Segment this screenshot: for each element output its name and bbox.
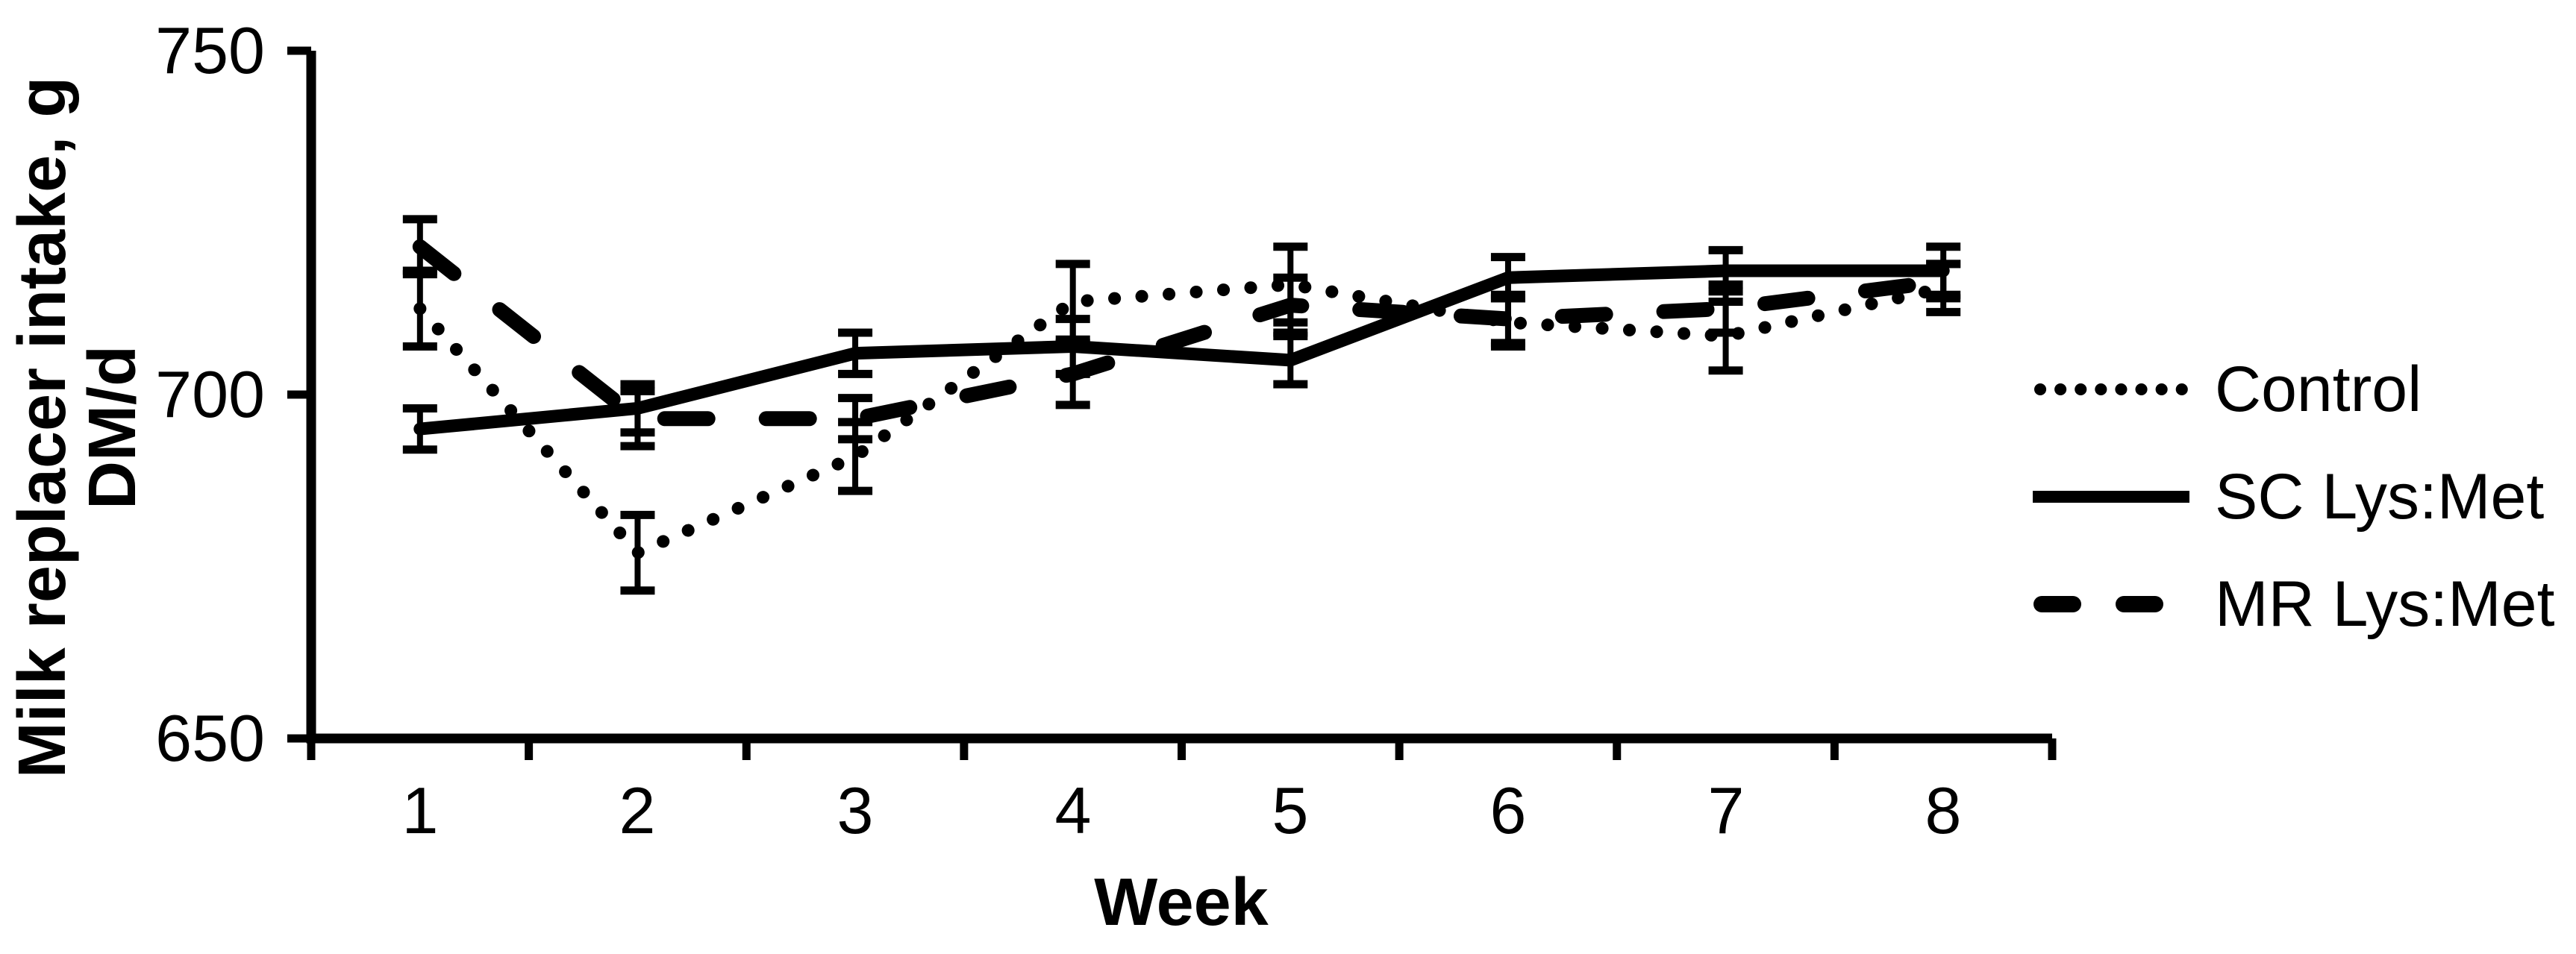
series-line-mr-lys-met <box>412 239 1951 427</box>
legend-item-control: Control <box>2033 336 2555 443</box>
axis-lines <box>306 51 2052 744</box>
x-tick-label-1: 1 <box>401 773 439 847</box>
x-tick-label-8: 8 <box>1925 773 1962 847</box>
legend-dotted-line-icon <box>2034 383 2189 395</box>
legend-item-sc-lys-met: SC Lys:Met <box>2033 443 2555 550</box>
y-tick-label-650: 650 <box>155 701 265 775</box>
series-line-sc-lys-met <box>413 264 1950 436</box>
legend-label-control: Control <box>2215 354 2422 425</box>
legend-item-mr-lys-met: MR Lys:Met <box>2033 550 2555 658</box>
x-tick-label-2: 2 <box>619 773 656 847</box>
legend: Control SC Lys:Met MR Lys:Met <box>2033 336 2555 658</box>
legend-label-sc-lys-met: SC Lys:Met <box>2215 461 2545 533</box>
y-tick-label-750: 750 <box>155 13 265 87</box>
series-line-control <box>413 277 1950 559</box>
legend-label-mr-lys-met: MR Lys:Met <box>2215 568 2555 640</box>
x-tick-label-4: 4 <box>1054 773 1092 847</box>
legend-solid-line-icon <box>2033 491 2189 503</box>
y-tick-label-700: 700 <box>155 357 265 431</box>
x-tick-label-5: 5 <box>1272 773 1309 847</box>
x-tick-label-6: 6 <box>1489 773 1527 847</box>
x-tick-label-3: 3 <box>837 773 874 847</box>
x-axis-title: Week <box>1094 865 1269 940</box>
y-axis-title-line1: Milk replacer intake, g <box>5 76 80 779</box>
legend-dashed-line-icon <box>2033 596 2189 612</box>
y-axis-title-line2: DM/d <box>75 345 150 509</box>
x-tick-label-7: 7 <box>1707 773 1745 847</box>
